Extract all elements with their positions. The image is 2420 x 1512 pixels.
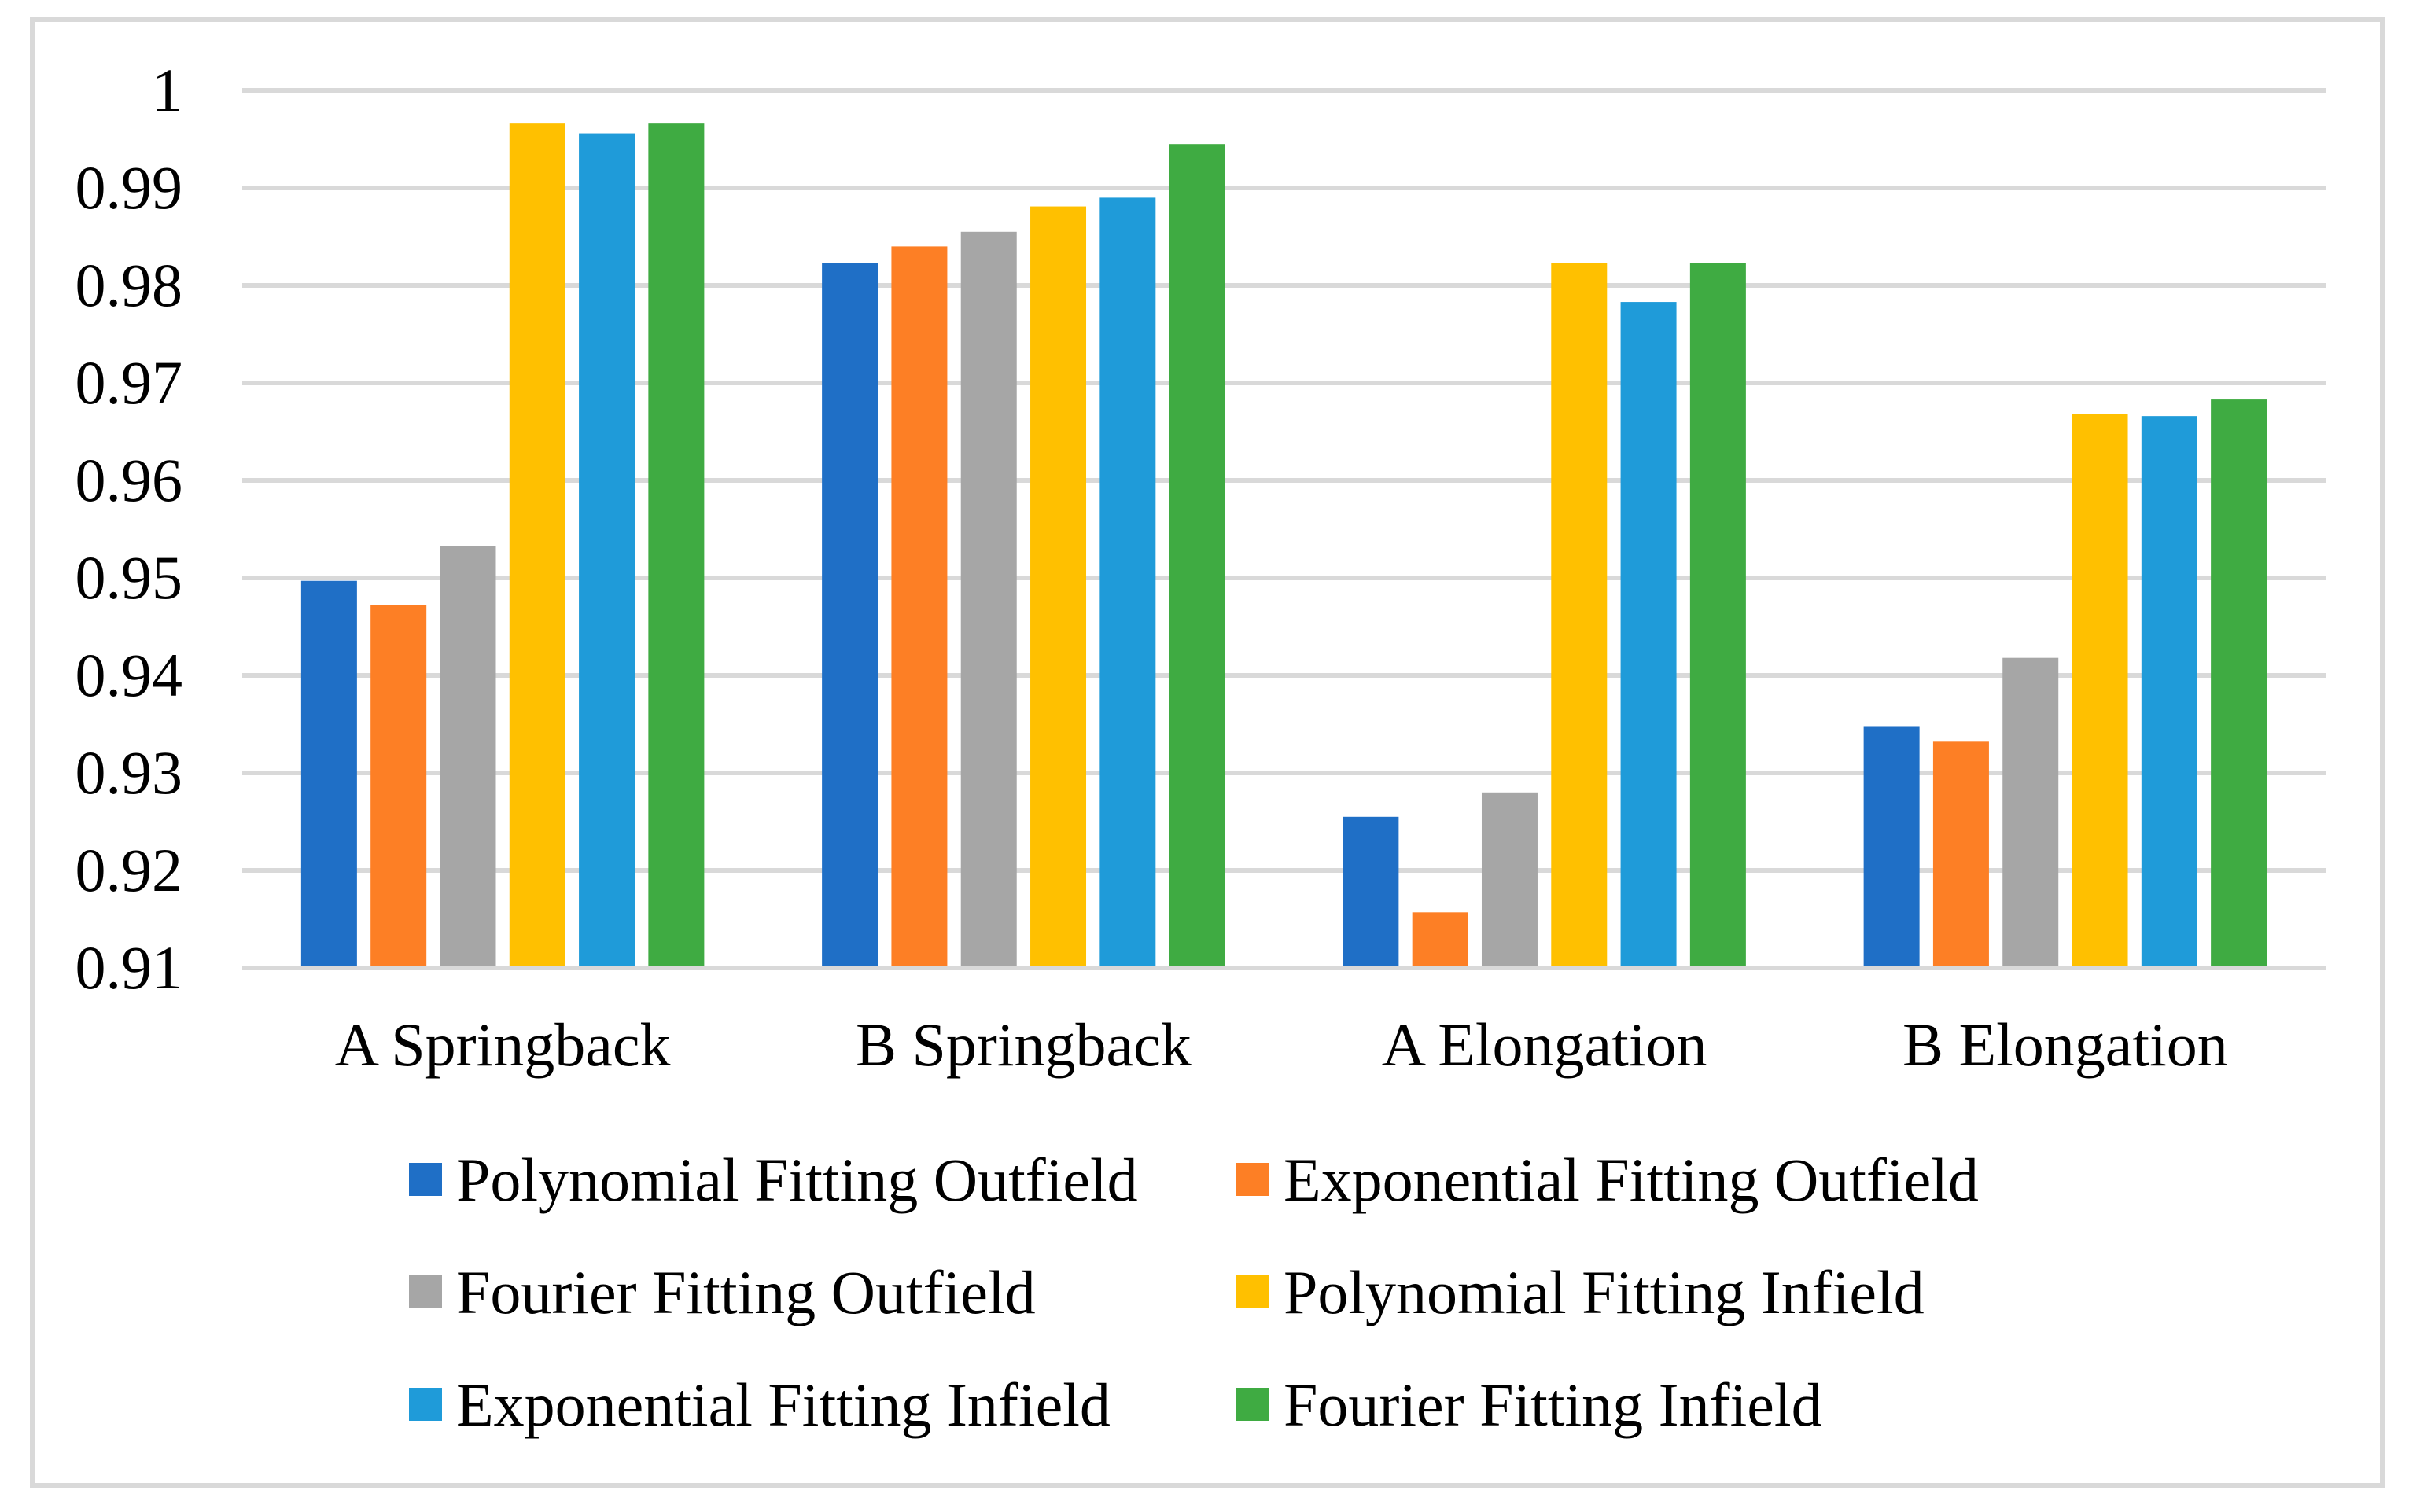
legend-swatch	[409, 1388, 442, 1421]
bar-3-5	[2211, 399, 2267, 969]
y-tick-label: 0.91	[76, 933, 183, 1002]
legend-swatch	[409, 1275, 442, 1308]
bar-1-2	[960, 231, 1017, 968]
legend-label: Fourier Fitting Outfield	[456, 1258, 1036, 1326]
x-category-label: A Springback	[335, 1010, 671, 1079]
legend-label: Polynomial Fitting Infield	[1284, 1258, 1925, 1326]
y-tick-label: 1	[152, 56, 182, 124]
bar-1-4	[1099, 197, 1156, 968]
legend-label: Polynomial Fitting Outfield	[456, 1146, 1138, 1214]
bar-2-5	[1689, 263, 1746, 969]
y-tick-label: 0.96	[76, 446, 183, 514]
bar-1-0	[822, 263, 878, 969]
x-category-label: A Elongation	[1382, 1010, 1707, 1079]
y-tick-label: 0.93	[76, 738, 183, 807]
y-tick-label: 0.97	[76, 348, 183, 417]
x-category-label: B Elongation	[1902, 1010, 2228, 1079]
bar-3-1	[1932, 741, 1989, 968]
legend-label: Fourier Fitting Infield	[1284, 1370, 1822, 1439]
bar-2-4	[1620, 302, 1677, 969]
bar-0-5	[648, 123, 705, 968]
y-tick-label: 0.95	[76, 543, 183, 612]
legend: Polynomial Fitting Outfield Exponential F…	[409, 1146, 1979, 1439]
bar-2-1	[1412, 912, 1468, 968]
bar-3-2	[2002, 657, 2059, 968]
x-axis-categories: A Springback B Springback A Elongation B El…	[335, 1010, 2228, 1079]
x-category-label: B Springback	[856, 1010, 1192, 1079]
bar-2-3	[1551, 263, 1608, 969]
legend-label: Exponential Fitting Infield	[456, 1370, 1111, 1439]
bar-2-0	[1343, 816, 1399, 968]
y-tick-label: 0.98	[76, 251, 183, 319]
legend-swatch	[1236, 1388, 1269, 1421]
bar-0-3	[509, 123, 565, 968]
legend-swatch	[1236, 1275, 1269, 1308]
bar-1-3	[1030, 206, 1087, 968]
bar-3-4	[2141, 416, 2197, 968]
bar-0-2	[440, 546, 496, 968]
bar-0-4	[579, 133, 635, 968]
bar-0-0	[300, 580, 357, 968]
bar-1-5	[1169, 144, 1225, 969]
y-tick-label: 0.99	[76, 153, 183, 222]
y-tick-label: 0.94	[76, 641, 183, 709]
legend-swatch	[409, 1163, 442, 1196]
legend-label: Exponential Fitting Outfield	[1284, 1146, 1979, 1214]
bar-3-0	[1863, 726, 1920, 968]
bar-3-3	[2072, 414, 2128, 968]
bar-2-2	[1481, 792, 1538, 968]
legend-swatch	[1236, 1163, 1269, 1196]
y-axis-ticks: 0.91 0.92 0.93 0.94 0.95 0.96 0.97 0.98 0.99 1	[76, 56, 183, 1002]
bar-1-1	[891, 246, 948, 968]
bars	[300, 123, 2267, 969]
y-tick-label: 0.92	[76, 836, 183, 904]
bar-0-1	[370, 605, 427, 968]
